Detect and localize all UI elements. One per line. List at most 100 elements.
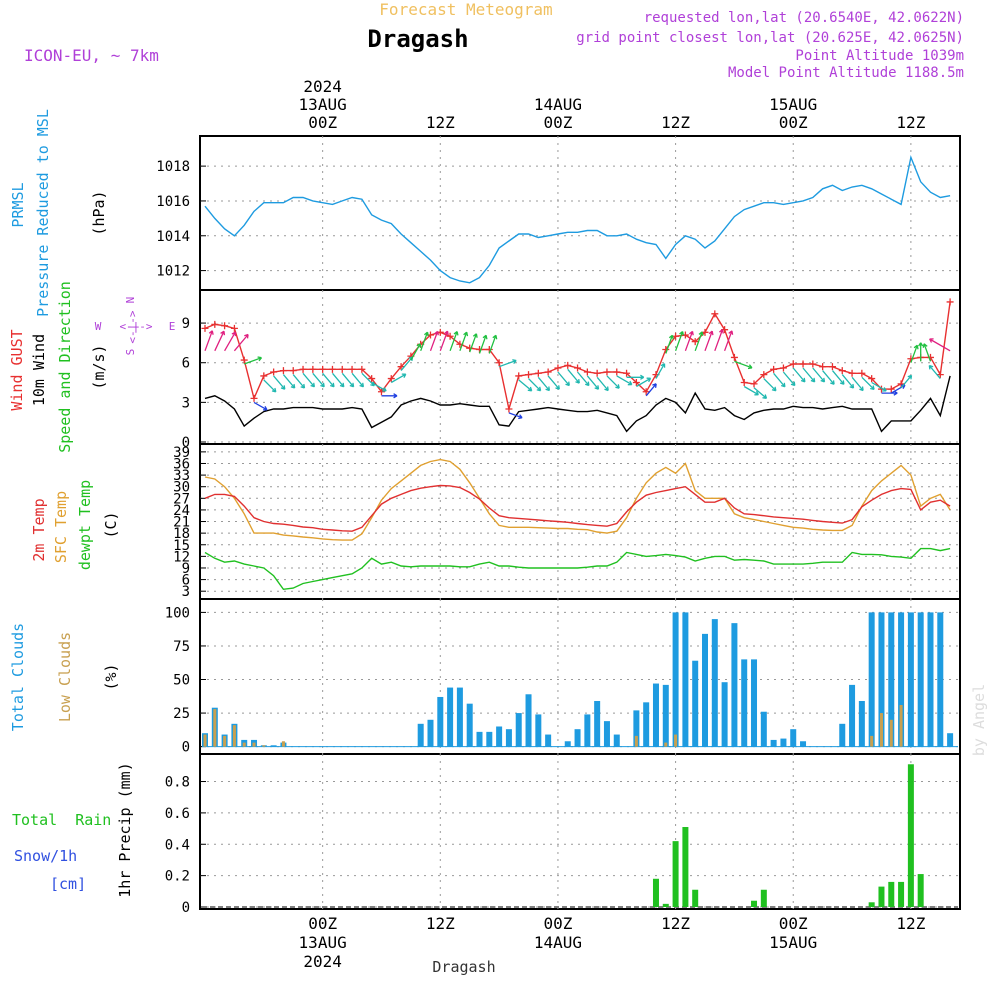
wind-arrow-39 <box>586 375 600 390</box>
total-cloud-bar-39 <box>584 714 591 747</box>
rain-bar-72 <box>907 764 914 907</box>
precip-ytick-label-2: 0.4 <box>165 837 190 853</box>
total-cloud-bar-75 <box>937 612 944 747</box>
prmsl-line <box>204 154 951 284</box>
low-cloud-bar-69 <box>879 713 883 747</box>
rain-bar-71 <box>898 881 905 907</box>
low-cloud-bar-0 <box>203 734 207 747</box>
gust-marker-5 <box>250 394 258 402</box>
top-year-label: 2024 <box>303 77 342 96</box>
gust-marker-38 <box>574 364 582 372</box>
gust-marker-3 <box>230 324 238 332</box>
wind-arrow-44 <box>636 377 652 388</box>
bottom-year-label: 2024 <box>303 952 342 971</box>
top-date-label-1: 14AUG <box>534 95 582 114</box>
total-cloud-bar-38 <box>574 729 581 747</box>
panel-frames <box>199 135 961 910</box>
rain-bar-70 <box>888 881 895 907</box>
wind10-label: 10m Wind <box>30 334 48 406</box>
gridpoint-coords: grid point closest lon,lat (20.625E, 42.… <box>576 30 964 46</box>
gust-marker-41 <box>603 368 611 376</box>
rain-bar-48 <box>672 841 679 907</box>
bottom-time-label-4: 00Z <box>779 914 808 933</box>
gust-marker-45 <box>642 388 650 396</box>
total-cloud-bar-33 <box>525 694 532 747</box>
gust-marker-76 <box>946 298 954 306</box>
wind-arrow-74 <box>922 343 932 362</box>
low-cloud-bar-8 <box>281 741 285 747</box>
point-altitude: Point Altitude 1039m <box>795 48 964 64</box>
total-cloud-bar-25 <box>447 687 454 747</box>
low-cloud-bar-3 <box>232 725 236 747</box>
temperature-ytick-label-3: 12 <box>173 549 190 565</box>
wind-arrow-53 <box>723 330 734 352</box>
wind-arrow-76 <box>929 338 951 352</box>
wind-arrow-23 <box>429 330 439 352</box>
data-layer <box>201 154 958 908</box>
total-cloud-bar-61 <box>800 741 807 747</box>
total-cloud-bar-70 <box>888 612 895 747</box>
wind-arrow-21 <box>410 343 422 361</box>
total-cloud-bar-44 <box>633 710 640 747</box>
total-cloud-bar-23 <box>427 719 434 747</box>
gust-marker-57 <box>760 371 768 379</box>
low-clouds-label: Low Clouds <box>56 632 74 722</box>
compass-e: E <box>169 320 176 333</box>
gust-marker-37 <box>564 361 572 369</box>
gust-marker-25 <box>446 332 454 340</box>
wind-arrow-1 <box>214 330 226 352</box>
clouds-ytick-label-0: 0 <box>182 740 190 756</box>
wind-arrow-15 <box>351 372 365 388</box>
total-cloud-bar-46 <box>652 683 659 747</box>
compass-horizontal: <-|-> <box>119 320 152 333</box>
wind-arrow-56 <box>753 387 768 399</box>
low-cloud-bar-6 <box>262 745 266 747</box>
wind-arrow-75 <box>928 364 941 380</box>
wind-ytick-label-3: 9 <box>182 316 190 332</box>
total-cloud-bar-26 <box>456 687 463 747</box>
gust-marker-40 <box>593 369 601 377</box>
gust-marker-17 <box>368 375 376 383</box>
bottom-date-label-1: 14AUG <box>534 933 582 952</box>
sfc-temp-label: SFC Temp <box>52 491 70 563</box>
wind-arrow-4 <box>243 356 263 365</box>
wind-arrow-17 <box>371 381 387 392</box>
gust-marker-2 <box>221 322 229 330</box>
wind-arrow-30 <box>498 359 517 368</box>
wind-panel-frame <box>199 289 961 445</box>
prmsl-ytick-label-3: 1018 <box>156 159 190 175</box>
temp2m-label: 2m Temp <box>30 498 48 561</box>
total-cloud-bar-35 <box>545 734 552 747</box>
total-cloud-bar-53 <box>721 682 728 747</box>
wind-arrow-51 <box>704 330 714 352</box>
wind-arrow-60 <box>792 367 806 383</box>
low-cloud-bar-47 <box>664 742 668 747</box>
wind-arrow-8 <box>282 374 296 389</box>
total-cloud-bar-57 <box>760 711 767 747</box>
gust-marker-75 <box>936 371 944 379</box>
wind-arrow-62 <box>812 367 826 383</box>
temperature-ytick-label-4: 15 <box>173 538 190 554</box>
wind-arrow-64 <box>832 370 845 385</box>
precip-ytick-label-0: 0 <box>182 900 190 916</box>
total-cloud-bar-58 <box>770 739 777 747</box>
wind-arrow-54 <box>734 360 753 370</box>
total-cloud-bar-45 <box>643 702 650 747</box>
wind-arrow-67 <box>861 376 875 391</box>
wind-arrow-2 <box>224 331 237 352</box>
wind-arrow-19 <box>390 373 407 384</box>
gust-marker-61 <box>799 360 807 368</box>
low-cloud-bar-68 <box>870 735 874 747</box>
wind-arrow-48 <box>674 330 685 352</box>
dewpt-line <box>204 547 951 591</box>
temperature-ytick-label-2: 9 <box>182 561 190 577</box>
gust-marker-12 <box>319 365 327 373</box>
top-time-label-4: 00Z <box>779 113 808 132</box>
temperature-ytick-label-0: 3 <box>182 584 190 600</box>
wind-arrow-36 <box>557 371 570 387</box>
bottom-time-label-2: 00Z <box>543 914 572 933</box>
wind-dir-label: Speed and Direction <box>56 281 74 453</box>
gust-marker-31 <box>505 405 513 413</box>
total-cloud-bar-29 <box>486 731 493 747</box>
wind-arrow-68 <box>871 381 887 392</box>
